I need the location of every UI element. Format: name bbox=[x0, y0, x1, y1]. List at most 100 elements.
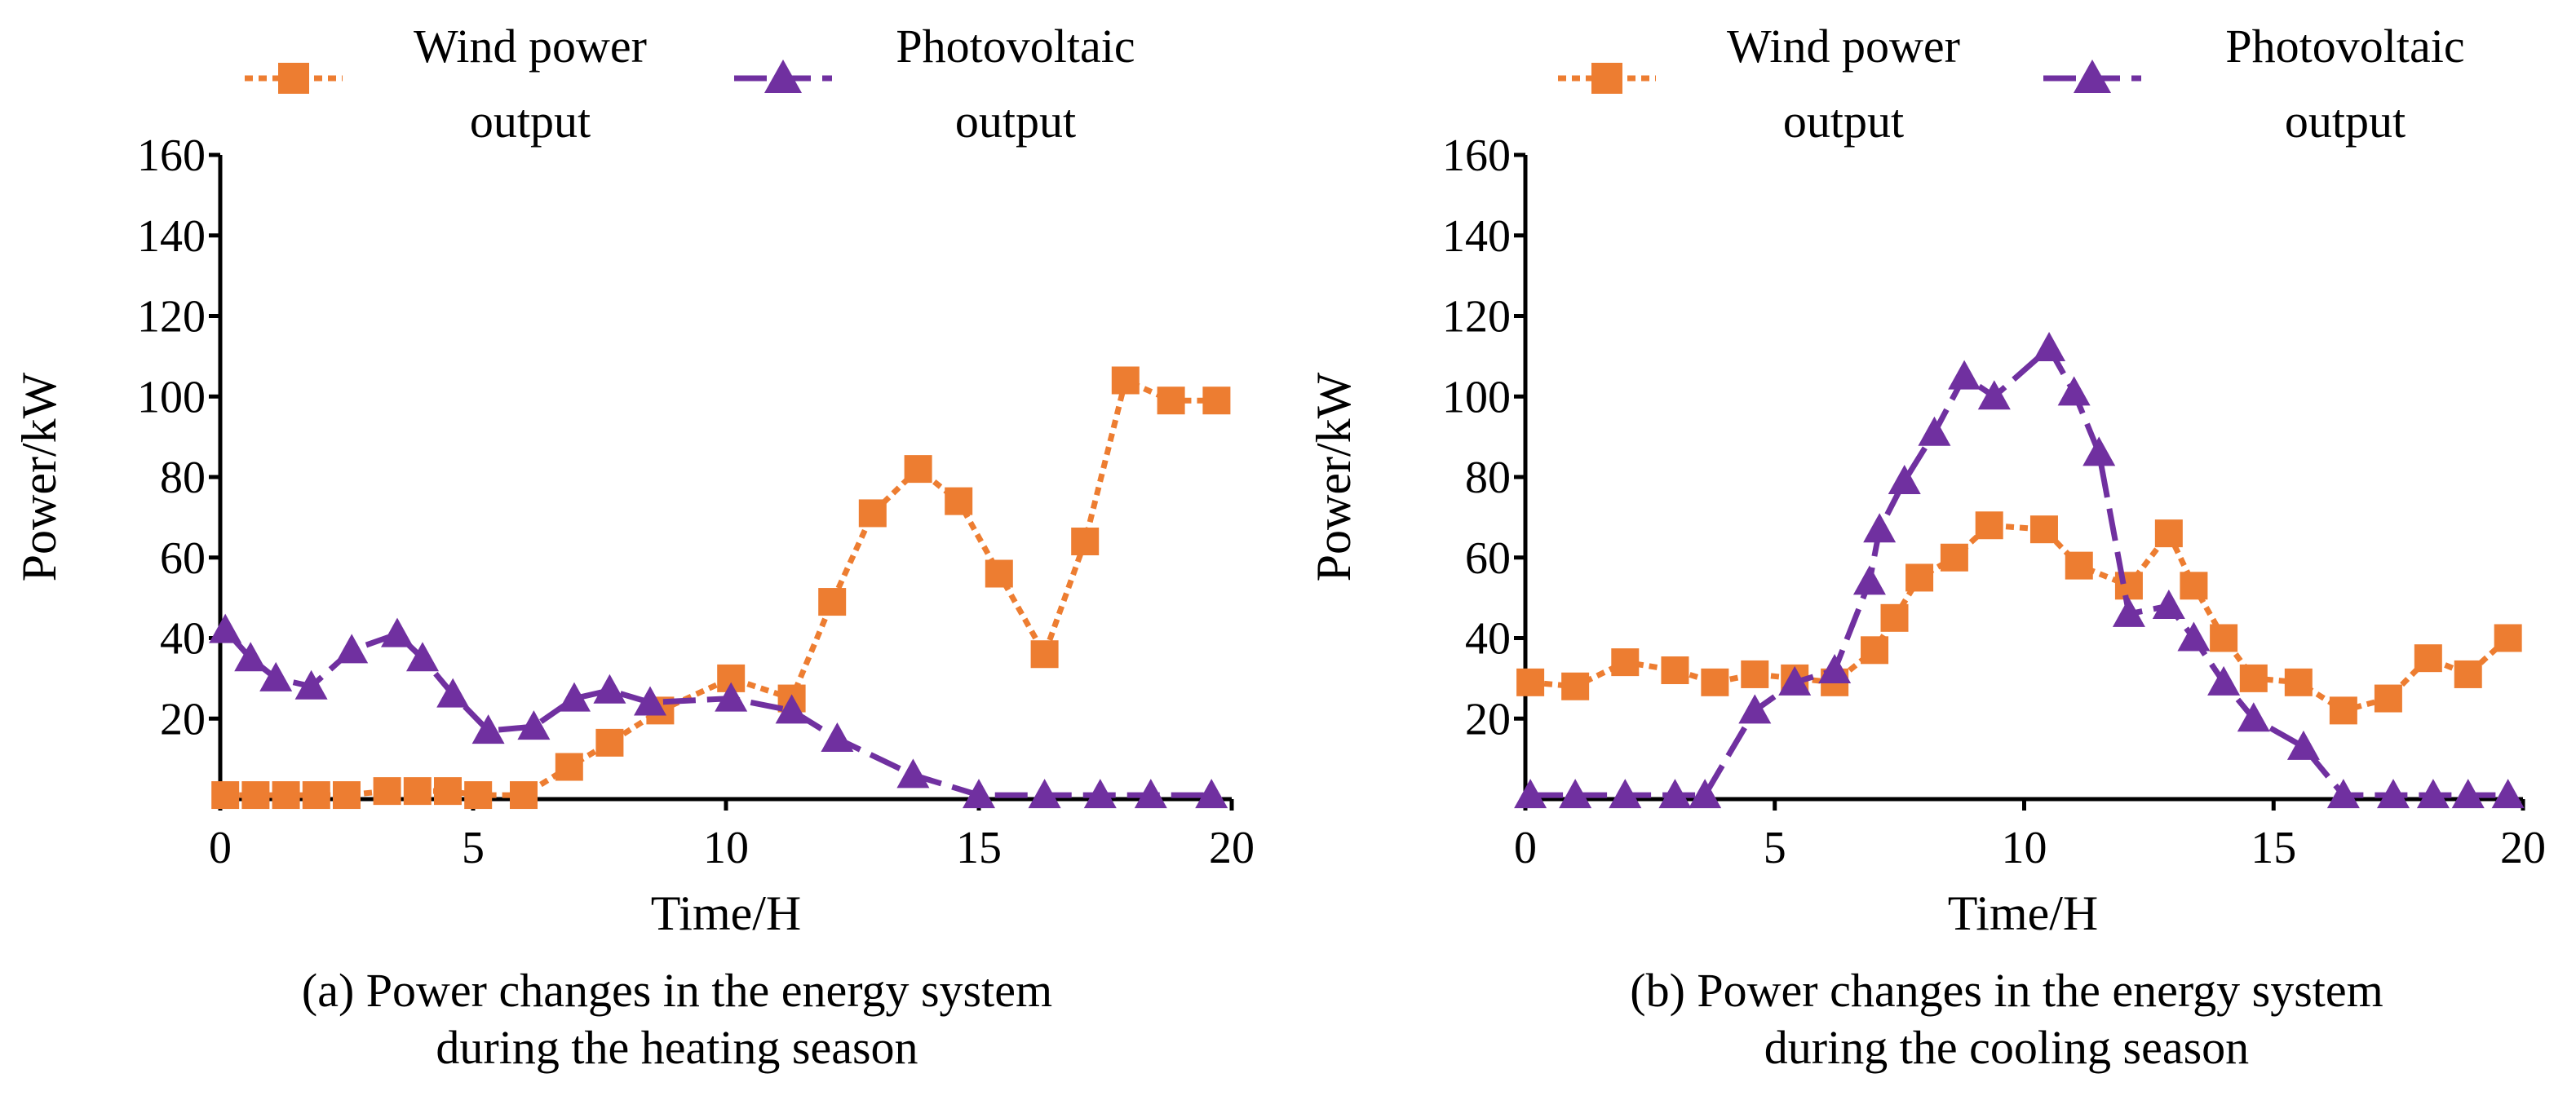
panel-a-x-tick-label: 10 bbox=[703, 823, 749, 873]
panel-b-pv-point bbox=[2286, 730, 2320, 760]
panel-a-pv-point bbox=[896, 758, 930, 789]
panel-a-pv-point bbox=[1134, 779, 1167, 809]
panel-a-pv-point bbox=[715, 682, 748, 712]
panel-b-pv-point bbox=[1514, 779, 1547, 809]
panel-a-pv-point bbox=[517, 710, 551, 740]
panel-a-wind-point bbox=[1157, 387, 1185, 415]
panel-a-wind-point bbox=[510, 781, 538, 810]
panel-b-caption-2: during the cooling season bbox=[1764, 1021, 2249, 1074]
panel-b: 20 40 60 80 100 120 140 160 0 5 10 15 20 Power/kW Ti… bbox=[1307, 130, 2546, 1074]
panel-b-wind-point bbox=[1611, 648, 1640, 677]
legend-b-pv-label-2: output bbox=[2285, 95, 2406, 148]
panel-b-wind-point bbox=[2065, 551, 2093, 580]
panel-b-ticks: 20 40 60 80 100 120 140 160 0 5 10 15 20 bbox=[1442, 130, 2546, 873]
panel-b-pv-point bbox=[1689, 779, 1722, 809]
panel-b-caption-1: (b) Power changes in the energy system bbox=[1630, 964, 2383, 1017]
panel-a-pv-point bbox=[1083, 779, 1117, 809]
panel-b-pv-point bbox=[2082, 436, 2116, 466]
panel-b-y-tick-label: 40 bbox=[1465, 614, 1511, 665]
panel-a-wind-point bbox=[1111, 366, 1140, 395]
panel-b-wind-point bbox=[1561, 672, 1590, 700]
panel-b-wind-point bbox=[2210, 624, 2238, 652]
panel-b-pv-point bbox=[1863, 513, 1897, 543]
panel-a-pv-point bbox=[634, 686, 666, 716]
panel-a-wind-point bbox=[595, 728, 624, 757]
panel-b-pv-point bbox=[1609, 779, 1642, 809]
panel-a-pv-point bbox=[821, 722, 854, 752]
panel-b-wind-point bbox=[2374, 684, 2402, 713]
panel-b-pv-point bbox=[2057, 376, 2091, 406]
panel-b-wind-point bbox=[2029, 515, 2058, 544]
panel-a-pv-point bbox=[775, 694, 808, 724]
legend-b-pv-label-1: Photovoltaic bbox=[2225, 20, 2464, 73]
panel-b-wind-point bbox=[1741, 660, 1769, 688]
legend-b-pv-marker bbox=[2074, 60, 2111, 93]
panel-b-wind-point bbox=[1861, 636, 1889, 665]
panel-a-wind-line bbox=[225, 378, 1217, 798]
panel-b-pv-point bbox=[2416, 779, 2450, 809]
panel-a-wind-point bbox=[302, 781, 330, 810]
panel-a: 20 40 60 80 100 120 140 160 0 5 10 15 20 Power/kW Ti… bbox=[12, 130, 1255, 1074]
panel-b-pv-point bbox=[1658, 779, 1692, 809]
panel-b-wind-point bbox=[2329, 696, 2357, 725]
panel-a-pv-point bbox=[294, 669, 328, 700]
panel-b-pv-point bbox=[1852, 565, 1886, 595]
panel-b-marks bbox=[1514, 332, 2525, 809]
panel-b-wind-point bbox=[2494, 624, 2522, 652]
panel-a-x-tick-label: 20 bbox=[1209, 823, 1255, 873]
panel-b-wind-point bbox=[1975, 511, 2003, 540]
panel-b-pv-point bbox=[1818, 654, 1852, 683]
panel-a-y-label: Power/kW bbox=[12, 372, 66, 581]
panel-a-wind-point bbox=[1202, 387, 1231, 415]
panel-a-wind-point bbox=[272, 781, 300, 810]
panel-b-x-tick-label: 20 bbox=[2500, 823, 2546, 873]
panel-b-y-tick-label: 160 bbox=[1442, 130, 1511, 181]
panel-b-x-tick-label: 15 bbox=[2251, 823, 2296, 873]
panel-a-pv-point bbox=[335, 634, 369, 664]
panel-a-wind-point bbox=[241, 781, 270, 810]
panel-a-ticks: 20 40 60 80 100 120 140 160 0 5 10 15 20 bbox=[137, 130, 1255, 873]
panel-a-pv-point bbox=[1195, 779, 1228, 809]
panel-a-wind-point bbox=[818, 588, 847, 616]
panel-a-wind-point bbox=[464, 781, 493, 810]
panel-b-wind-point bbox=[2454, 660, 2482, 688]
panel-a-wind-point bbox=[333, 781, 361, 810]
panel-b-pv-line bbox=[1530, 345, 2508, 798]
panel-a-y-tick-label: 160 bbox=[137, 130, 206, 181]
panel-b-wind-point bbox=[2154, 519, 2183, 548]
panel-b-y-tick-label: 60 bbox=[1465, 533, 1511, 584]
panel-b-wind-point bbox=[2284, 668, 2313, 696]
panel-a-pv-point bbox=[381, 617, 414, 647]
panel-b-pv-point bbox=[1738, 694, 1772, 724]
panel-b-wind-point bbox=[1905, 563, 1934, 592]
panel-b-x-tick-label: 5 bbox=[1764, 823, 1786, 873]
panel-a-wind-point bbox=[945, 487, 973, 515]
panel-b-wind-point bbox=[1880, 603, 1909, 632]
panel-b-pv-point bbox=[1778, 665, 1812, 696]
panel-a-wind-point bbox=[403, 777, 432, 806]
panel-a-pv-point bbox=[234, 642, 268, 672]
panel-b-pv-point bbox=[2207, 665, 2241, 696]
panel-b-wind-point bbox=[1701, 668, 1729, 696]
legend-a: Wind power output Photovoltaic output bbox=[245, 20, 1135, 148]
panel-b-pv-point bbox=[1977, 380, 2011, 410]
panel-a-pv-point bbox=[471, 714, 505, 744]
panel-a-y-tick-label: 140 bbox=[137, 211, 206, 262]
legend-b-wind-label-1: Wind power bbox=[1727, 20, 1960, 73]
panel-b-pv-point bbox=[2033, 332, 2066, 361]
panel-b-y-tick-label: 100 bbox=[1442, 372, 1511, 422]
panel-b-y-tick-label: 80 bbox=[1465, 453, 1511, 503]
panel-a-wind-point bbox=[1030, 640, 1059, 669]
panel-a-pv-point bbox=[1028, 779, 1061, 809]
panel-b-pv-point bbox=[1918, 416, 1951, 446]
panel-a-pv-point bbox=[406, 642, 439, 672]
panel-b-x-label: Time/H bbox=[1948, 886, 2099, 940]
legend-a-wind-marker bbox=[278, 63, 309, 94]
panel-a-wind-point bbox=[555, 753, 583, 781]
panel-a-pv-point bbox=[963, 779, 995, 809]
panel-b-x-tick-label: 10 bbox=[2002, 823, 2047, 873]
panel-b-pv-point bbox=[2112, 597, 2145, 627]
panel-b-pv-point bbox=[2177, 621, 2211, 652]
panel-a-pv-point bbox=[209, 613, 242, 643]
